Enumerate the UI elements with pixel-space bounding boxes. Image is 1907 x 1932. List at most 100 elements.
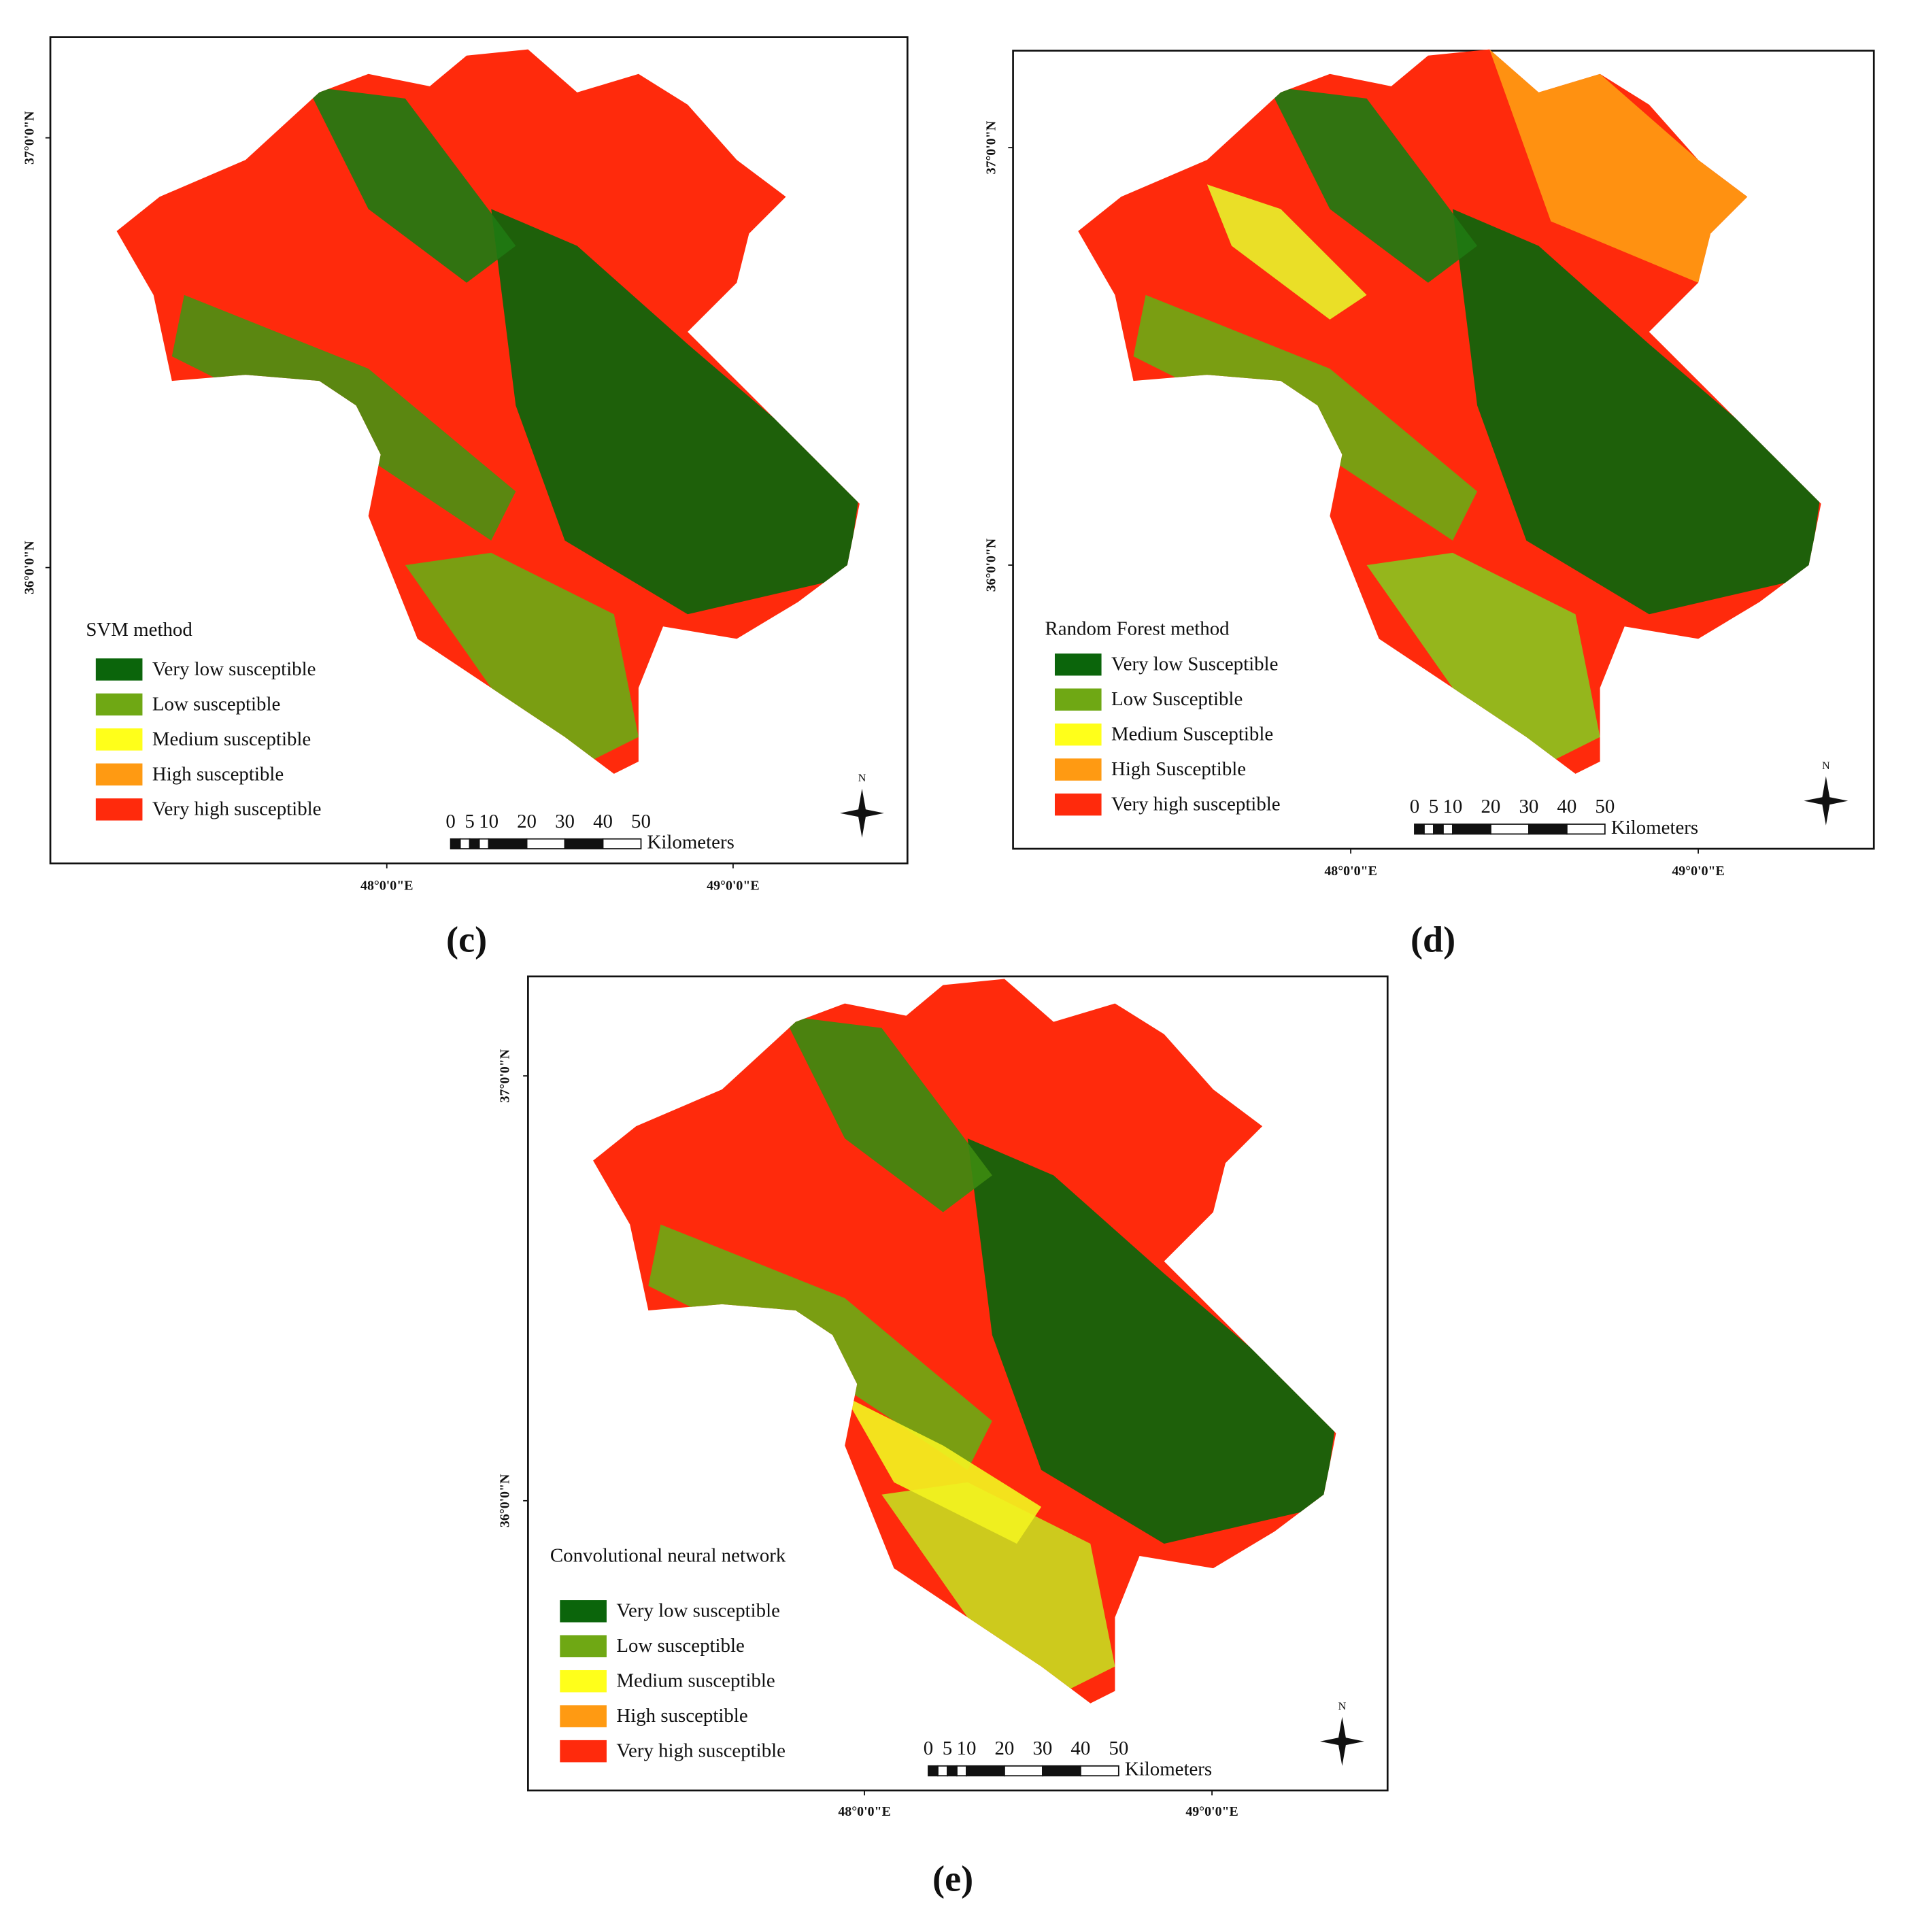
scale-segment	[488, 838, 528, 849]
scale-segment	[1414, 824, 1425, 835]
scale-segment	[459, 838, 471, 849]
lat-label: 37°0'0"N	[497, 1049, 512, 1102]
legend-label: Medium susceptible	[152, 728, 311, 750]
scale-segment	[1041, 1765, 1081, 1777]
legend-label: High susceptible	[616, 1705, 747, 1727]
north-label: N	[1822, 760, 1830, 772]
legend-label: High susceptible	[152, 763, 284, 785]
legend-swatch	[560, 1705, 607, 1727]
scale-segment	[966, 1765, 1005, 1777]
scale-segment	[937, 1765, 948, 1777]
scale-label: 30	[1519, 796, 1538, 817]
legend-swatch	[1054, 688, 1102, 711]
scale-label: 10	[479, 811, 499, 832]
panel-label: (d)	[1411, 919, 1455, 960]
legend-swatch	[95, 798, 143, 821]
legend-label: Very high susceptible	[1111, 794, 1281, 815]
scale-segment	[1490, 824, 1530, 835]
scale-label: 5	[943, 1738, 952, 1759]
scale-label: 20	[517, 811, 537, 832]
legend-swatch	[1054, 653, 1102, 676]
scale-segment	[947, 1765, 958, 1777]
legend-swatch	[560, 1600, 607, 1623]
scale-segment	[469, 838, 480, 849]
legend-swatch	[95, 728, 143, 751]
map-frame	[1012, 50, 1875, 850]
scale-label: 5	[465, 811, 474, 832]
scale-label: 20	[1481, 796, 1500, 817]
legend-swatch	[95, 763, 143, 786]
scale-segment	[602, 838, 642, 849]
zone	[1489, 49, 1748, 283]
lon-label: 48°0'0"E	[360, 879, 413, 894]
legend-swatch	[1054, 758, 1102, 781]
north-label: N	[1338, 1700, 1347, 1712]
scale-label: 50	[631, 811, 651, 832]
scale-segment	[956, 1765, 967, 1777]
scale-label: 50	[1109, 1738, 1128, 1759]
scale-label: 40	[593, 811, 613, 832]
lon-label: 49°0'0"E	[1672, 864, 1724, 879]
lon-label: 49°0'0"E	[1185, 1804, 1238, 1819]
zone	[783, 1015, 992, 1213]
north-label: N	[858, 772, 866, 784]
scale-segment	[1433, 824, 1444, 835]
legend-label: Low Susceptible	[1111, 688, 1243, 710]
scale-segment	[928, 1765, 939, 1777]
zone	[881, 1482, 1115, 1691]
legend-label: Very low Susceptible	[1111, 654, 1278, 675]
north-arrow	[1319, 1716, 1364, 1766]
legend-label: Medium susceptible	[616, 1670, 775, 1692]
legend-label: Low susceptible	[616, 1635, 744, 1657]
lat-label: 36°0'0"N	[22, 541, 37, 594]
legend-title: Random Forest method	[1045, 617, 1230, 639]
zone	[1206, 184, 1367, 320]
scale-segment	[1079, 1765, 1119, 1777]
map-frame	[49, 36, 909, 865]
scale-unit: Kilometers	[1611, 817, 1698, 838]
scale-segment	[450, 838, 461, 849]
zone	[967, 1138, 1336, 1544]
legend-label: Very low susceptible	[152, 658, 316, 680]
scale-segment	[1442, 824, 1453, 835]
north-arrow	[839, 788, 884, 838]
lon-label: 48°0'0"E	[838, 1804, 890, 1819]
zone	[405, 552, 639, 762]
legend-swatch	[1054, 793, 1102, 816]
legend-swatch	[560, 1635, 607, 1658]
zone	[491, 209, 860, 615]
map-frame	[527, 975, 1389, 1792]
legend-swatch	[560, 1670, 607, 1693]
scale-label: 10	[957, 1738, 977, 1759]
scale-label: 30	[555, 811, 575, 832]
lat-label: 36°0'0"N	[983, 538, 998, 592]
scale-label: 20	[994, 1738, 1014, 1759]
legend-swatch	[1054, 723, 1102, 746]
zone	[1452, 209, 1821, 615]
lat-label: 37°0'0"N	[22, 111, 37, 165]
scale-segment	[526, 838, 566, 849]
north-arrow	[1804, 776, 1849, 826]
scale-segment	[1528, 824, 1568, 835]
scale-segment	[1423, 824, 1434, 835]
zone	[1366, 552, 1600, 762]
legend-label: Medium Susceptible	[1111, 724, 1273, 745]
legend-swatch	[560, 1740, 607, 1763]
legend-label: High Susceptible	[1111, 758, 1246, 780]
zone	[1268, 86, 1478, 283]
legend-label: Very high susceptible	[152, 798, 322, 820]
lat-label: 37°0'0"N	[983, 120, 998, 174]
scale-label: 40	[1070, 1738, 1090, 1759]
legend-label: Very low susceptible	[616, 1600, 780, 1622]
scale-unit: Kilometers	[1125, 1759, 1212, 1780]
scale-label: 10	[1443, 796, 1463, 817]
scale-label: 5	[1429, 796, 1438, 817]
legend-title: SVM method	[86, 619, 192, 641]
legend-swatch	[95, 693, 143, 716]
scale-label: 40	[1557, 796, 1576, 817]
scale-segment	[1452, 824, 1491, 835]
lon-label: 49°0'0"E	[707, 879, 759, 894]
panel-label: (e)	[932, 1859, 973, 1899]
scale-label: 0	[924, 1738, 933, 1759]
